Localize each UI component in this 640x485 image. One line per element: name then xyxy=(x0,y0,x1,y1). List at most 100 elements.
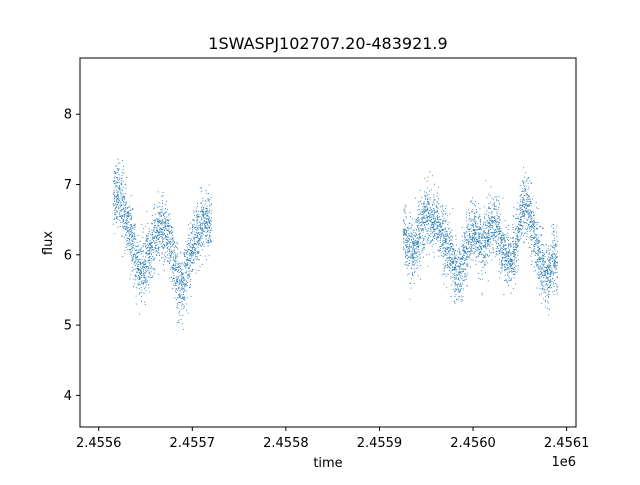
data-point xyxy=(135,256,137,258)
data-point xyxy=(539,256,540,258)
data-point xyxy=(144,301,146,303)
data-point xyxy=(491,222,493,223)
data-point xyxy=(438,232,439,234)
data-point xyxy=(517,238,519,240)
data-point xyxy=(460,286,462,287)
data-point xyxy=(132,259,134,260)
data-point xyxy=(181,263,183,265)
data-point xyxy=(412,243,414,245)
data-point xyxy=(143,282,145,284)
data-point xyxy=(512,241,513,243)
data-point xyxy=(188,273,190,275)
data-point xyxy=(462,299,464,301)
data-point xyxy=(549,280,551,282)
data-point xyxy=(531,252,533,254)
data-point xyxy=(472,234,474,236)
data-point xyxy=(165,256,166,258)
data-point xyxy=(541,267,543,269)
data-point xyxy=(530,205,532,207)
data-point xyxy=(511,268,513,270)
data-point xyxy=(199,224,201,225)
data-point xyxy=(453,277,455,278)
data-point xyxy=(510,292,512,294)
data-point xyxy=(484,272,486,273)
data-point xyxy=(424,236,426,237)
data-point xyxy=(437,237,439,238)
data-point xyxy=(531,227,533,229)
data-point xyxy=(434,199,436,200)
data-point xyxy=(455,277,457,279)
data-point xyxy=(466,211,468,213)
data-point xyxy=(192,247,193,249)
data-point xyxy=(541,275,543,277)
data-point xyxy=(133,236,135,238)
data-point xyxy=(407,227,409,229)
data-point xyxy=(418,234,419,236)
data-point xyxy=(409,223,411,224)
data-point xyxy=(461,275,463,277)
data-point xyxy=(485,224,486,226)
data-point xyxy=(483,244,485,246)
data-point xyxy=(549,287,551,289)
data-point xyxy=(403,229,405,231)
data-point xyxy=(134,224,136,226)
data-point xyxy=(480,247,482,249)
data-point xyxy=(488,207,490,208)
data-point xyxy=(409,250,410,252)
data-point xyxy=(123,213,125,215)
data-point xyxy=(119,200,121,202)
data-point xyxy=(427,198,429,200)
data-point xyxy=(418,217,419,219)
data-point xyxy=(496,213,498,214)
data-point xyxy=(442,215,444,217)
data-point xyxy=(449,264,451,266)
data-point xyxy=(126,219,128,221)
data-point xyxy=(417,265,419,266)
data-point xyxy=(462,271,464,273)
data-point xyxy=(117,202,119,204)
data-point xyxy=(531,220,533,222)
data-point xyxy=(115,210,117,211)
data-point xyxy=(205,235,207,237)
data-point xyxy=(126,232,128,234)
data-point xyxy=(194,262,196,264)
data-point xyxy=(466,256,468,258)
data-point xyxy=(537,259,539,260)
data-point xyxy=(117,204,118,206)
data-point xyxy=(178,263,180,264)
data-point xyxy=(158,247,159,248)
data-point xyxy=(201,229,203,231)
data-point xyxy=(519,220,520,222)
data-point xyxy=(127,212,129,214)
data-point xyxy=(162,209,164,211)
data-point xyxy=(144,281,146,283)
data-point xyxy=(167,219,169,221)
data-point xyxy=(450,296,452,298)
data-point xyxy=(492,239,494,241)
data-point xyxy=(454,274,456,276)
data-point xyxy=(164,258,166,260)
data-point xyxy=(163,270,165,272)
data-point xyxy=(466,231,467,232)
data-point xyxy=(497,239,499,241)
data-point xyxy=(522,204,524,206)
data-point xyxy=(453,275,455,276)
data-point xyxy=(447,234,449,236)
data-point xyxy=(183,291,184,293)
data-point xyxy=(418,254,420,256)
data-point xyxy=(130,231,132,233)
data-point xyxy=(118,202,119,203)
data-point xyxy=(487,232,489,234)
data-point xyxy=(198,216,200,217)
data-point xyxy=(435,243,437,245)
data-point xyxy=(156,231,158,233)
data-point xyxy=(201,207,202,209)
data-point xyxy=(195,207,197,209)
data-point xyxy=(522,214,524,216)
data-point xyxy=(549,257,551,259)
data-point xyxy=(409,242,411,244)
data-point xyxy=(415,262,417,264)
data-point xyxy=(197,219,199,221)
data-point xyxy=(154,225,156,226)
data-point xyxy=(124,250,126,251)
